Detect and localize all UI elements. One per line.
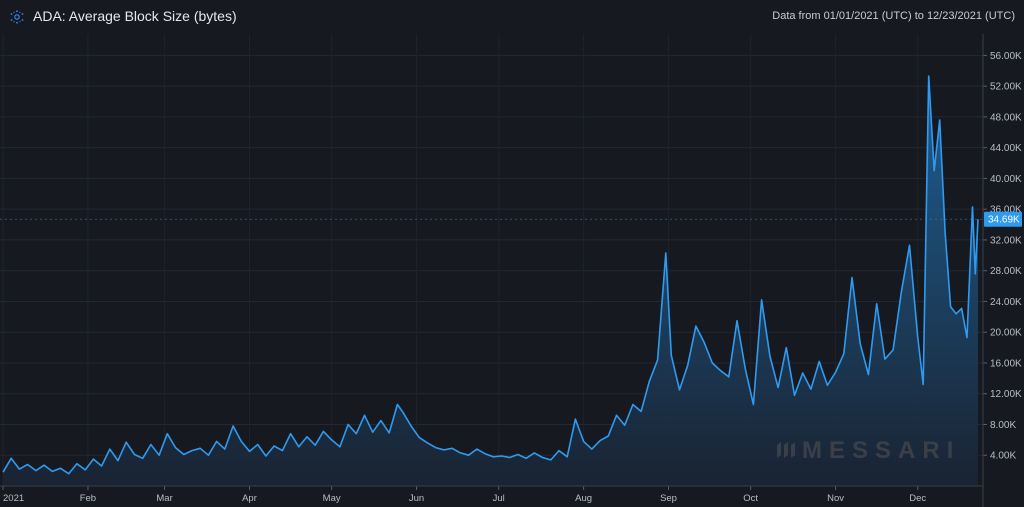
date-range-label: Data from 01/01/2021 (UTC) to 12/23/2021… <box>772 10 1015 22</box>
x-tick-label: Sep <box>660 493 677 504</box>
y-tick-label: 52.00K <box>990 82 1022 93</box>
x-tick-label: Dec <box>909 493 926 504</box>
watermark-text: MESSARI <box>802 437 961 464</box>
x-tick-label: Mar <box>156 493 172 504</box>
chart-grid <box>0 34 983 486</box>
x-tick-label: Nov <box>827 493 844 504</box>
x-tick-label: Jul <box>493 493 505 504</box>
chart-title: ADA: Average Block Size (bytes) <box>33 8 237 24</box>
y-tick-label: 32.00K <box>990 235 1022 246</box>
messari-logo-icon <box>777 442 795 458</box>
last-value-marker: 34.69K <box>0 211 1022 227</box>
y-tick-label: 8.00K <box>990 420 1016 431</box>
y-tick-label: 36.00K <box>990 205 1022 216</box>
series-line <box>2 75 979 475</box>
series-area-fill <box>3 76 978 486</box>
y-tick-label: 16.00K <box>990 358 1022 369</box>
x-tick-label: Oct <box>743 493 758 504</box>
x-axis: 2021 Feb Mar Apr May Jun Jul Aug Sep Oct Nov Dec <box>0 485 983 504</box>
y-tick-label: 28.00K <box>990 266 1022 277</box>
y-tick-label: 40.00K <box>990 174 1022 185</box>
last-value-badge <box>984 211 1022 227</box>
last-value-label: 34.69K <box>988 215 1020 226</box>
cardano-logo-icon <box>10 10 24 24</box>
chart-area-layer <box>2 75 979 486</box>
y-tick-label: 48.00K <box>990 112 1022 123</box>
y-tick-label: 12.00K <box>990 389 1022 400</box>
chart-header: ADA: Average Block Size (bytes) Data fro… <box>0 0 1024 34</box>
y-tick-label: 44.00K <box>990 143 1022 154</box>
x-tick-label: Jun <box>409 493 424 504</box>
x-tick-label: May <box>323 493 341 504</box>
x-tick-label: 2021 <box>3 493 24 504</box>
x-tick-label: Apr <box>242 493 257 504</box>
y-axis: 4.00K 8.00K 12.00K 16.00K 20.00K 24.00K 28.00K… <box>982 34 1022 507</box>
y-tick-label: 56.00K <box>990 51 1022 62</box>
y-tick-label: 4.00K <box>990 451 1016 462</box>
x-tick-label: Feb <box>80 493 96 504</box>
y-tick-label: 24.00K <box>990 297 1022 308</box>
x-tick-label: Aug <box>575 493 592 504</box>
y-tick-label: 20.00K <box>990 328 1022 339</box>
messari-watermark: MESSARI <box>776 437 960 465</box>
